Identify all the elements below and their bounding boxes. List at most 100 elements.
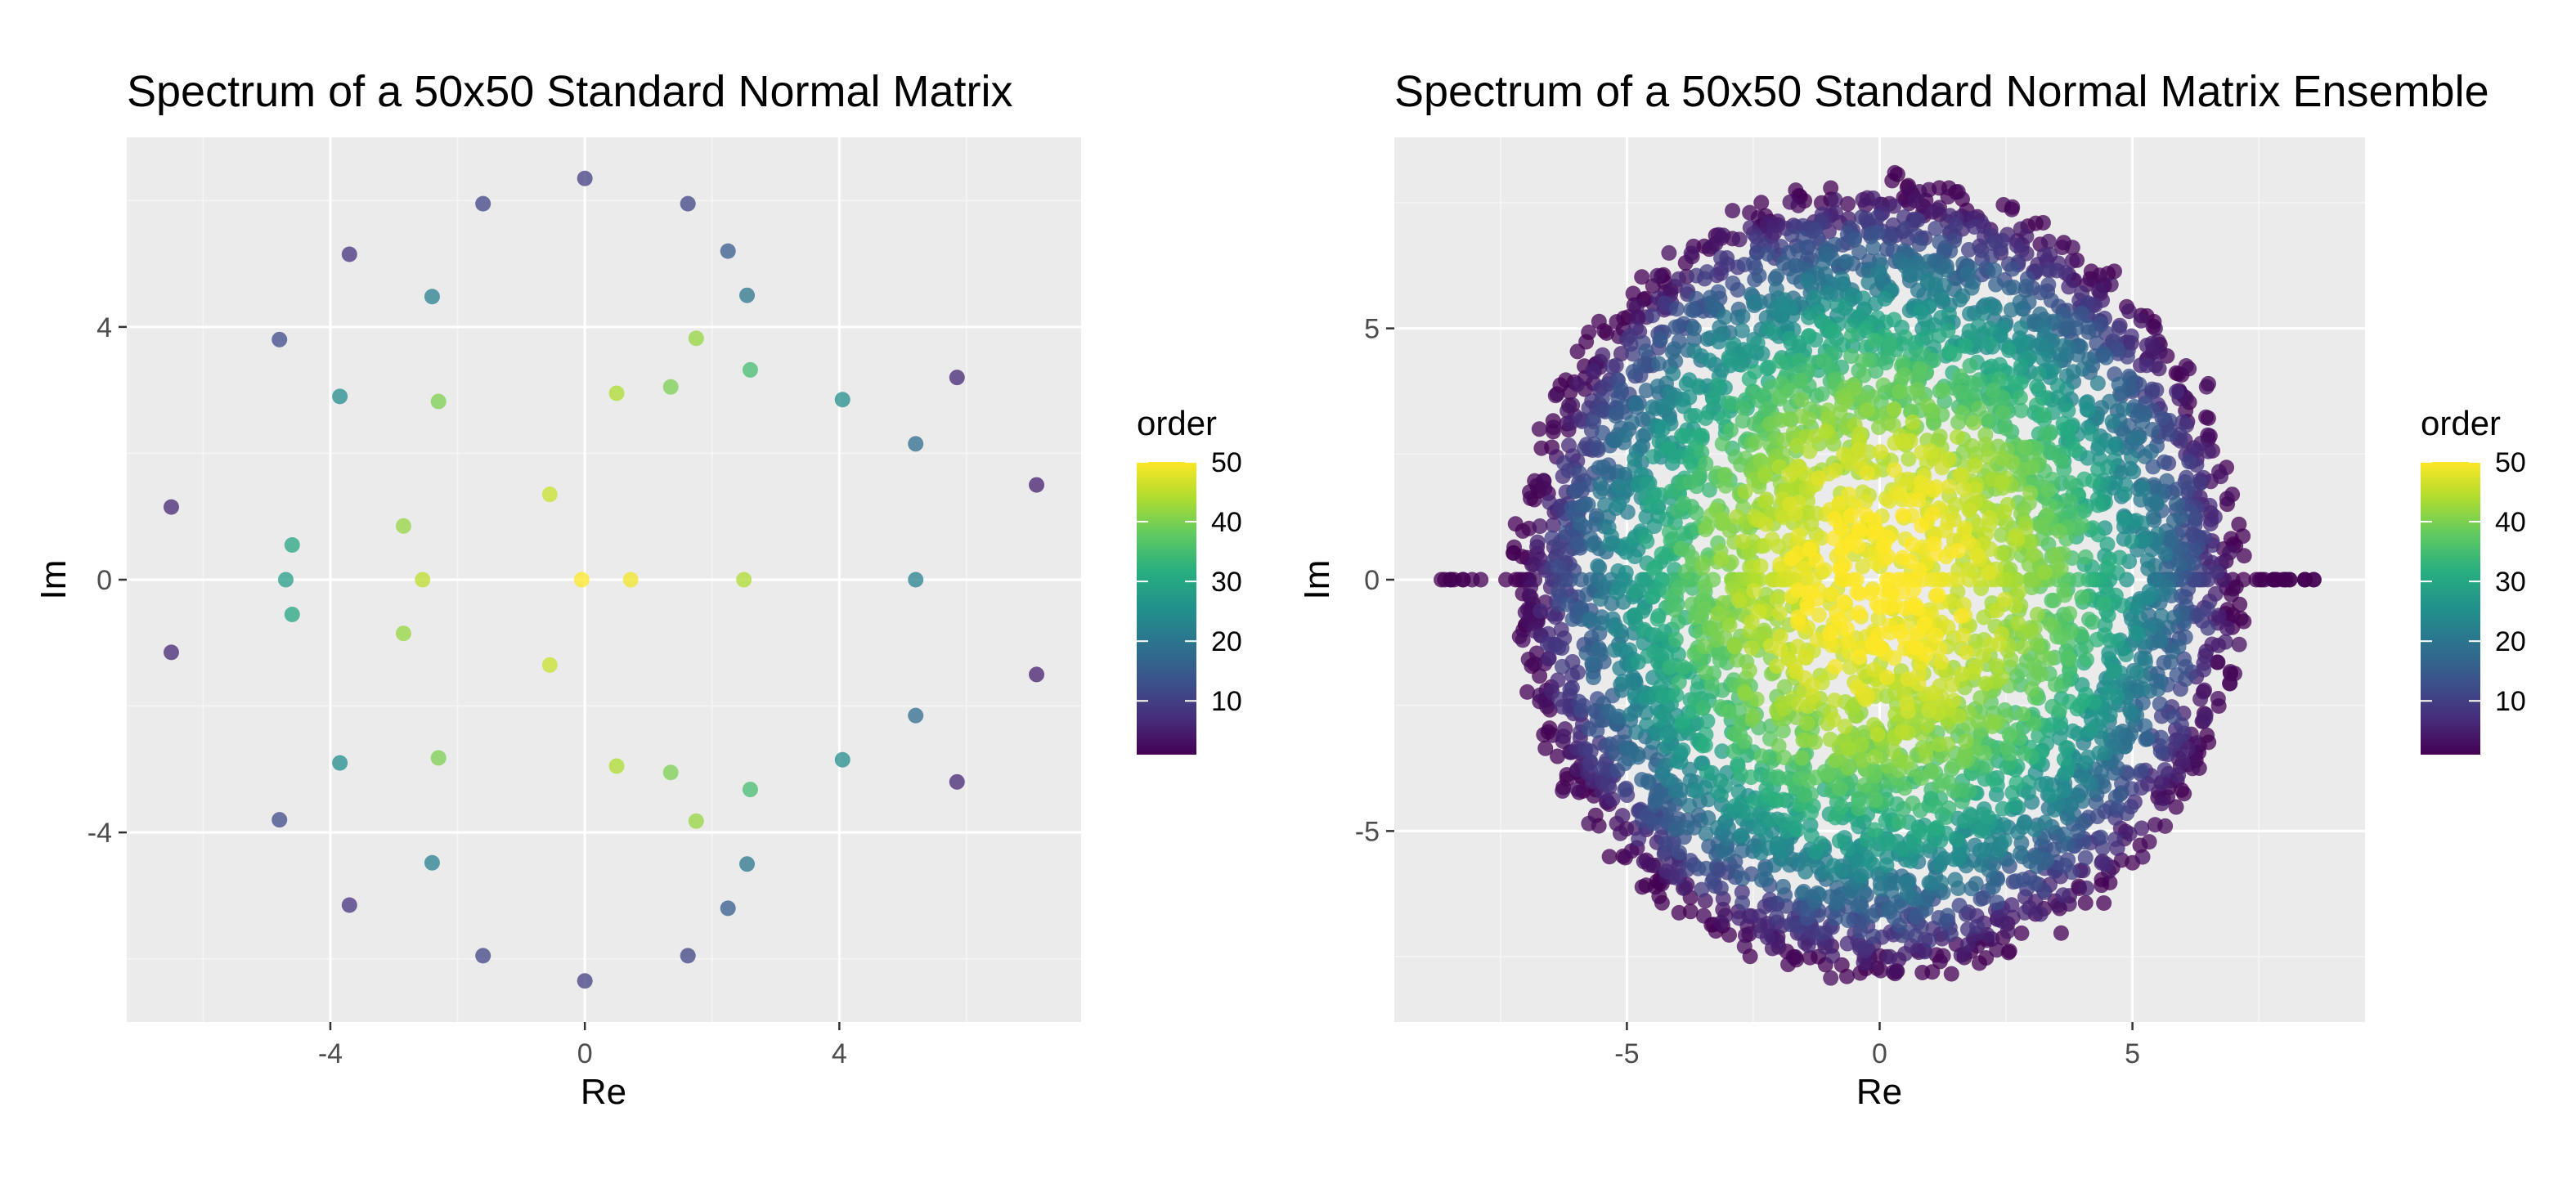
ensemble-point — [1959, 936, 1976, 953]
ensemble-point — [1788, 664, 1804, 680]
ensemble-point — [2221, 545, 2237, 561]
ensemble-point — [1804, 677, 1820, 693]
ensemble-point — [2180, 480, 2197, 496]
ensemble-point — [1807, 734, 1824, 751]
ensemble-point — [1547, 609, 1564, 625]
ensemble-point — [1843, 328, 1860, 344]
ensemble-point — [1532, 603, 1548, 619]
ensemble-point — [1517, 604, 1533, 621]
x-tick-label: 4 — [832, 1038, 847, 1069]
eigenvalue-point — [736, 572, 752, 588]
ensemble-point — [2133, 763, 2149, 779]
ensemble-point — [2133, 312, 2149, 329]
ensemble-point — [1957, 520, 1973, 536]
ensemble-point — [2156, 762, 2173, 778]
ensemble-point — [2008, 527, 2024, 544]
ensemble-point — [1769, 909, 1785, 926]
ensemble-point — [1645, 449, 1662, 465]
ensemble-point — [1558, 525, 1574, 541]
ensemble-point — [1746, 582, 1762, 598]
ensemble-point — [1871, 265, 1887, 281]
ensemble-point — [1694, 560, 1711, 576]
ensemble-point — [2015, 639, 2031, 655]
ensemble-point — [1604, 791, 1621, 808]
ensemble-point — [1932, 858, 1948, 874]
ensemble-point — [1941, 343, 1958, 360]
ensemble-point — [1911, 236, 1928, 253]
ensemble-point — [2056, 421, 2072, 437]
ensemble-point — [1731, 910, 1748, 926]
ensemble-point — [1682, 474, 1699, 491]
ensemble-point — [2153, 633, 2170, 649]
ensemble-point — [2040, 233, 2057, 249]
ensemble-point — [2178, 357, 2194, 374]
ensemble-point — [2296, 572, 2313, 588]
ensemble-point — [1871, 419, 1887, 436]
ensemble-point — [1940, 908, 1956, 924]
ensemble-point — [1985, 879, 2001, 895]
ensemble-point — [1947, 872, 1963, 888]
ensemble-point — [2022, 485, 2039, 501]
ensemble-point — [1726, 639, 1743, 655]
ensemble-point — [1786, 269, 1802, 285]
ensemble-point — [1929, 202, 1945, 218]
ensemble-point — [1887, 435, 1903, 451]
ensemble-point — [1925, 684, 1941, 701]
eigenvalue-point — [284, 536, 300, 553]
ensemble-point — [2096, 894, 2112, 911]
ensemble-point — [1913, 304, 1929, 321]
eigenvalue-point — [739, 856, 756, 872]
ensemble-point — [1554, 658, 1570, 675]
ensemble-point — [1752, 558, 1769, 574]
ensemble-point — [1731, 593, 1748, 609]
ensemble-point — [2104, 414, 2120, 430]
ensemble-point — [1519, 684, 1536, 700]
eigenvalue-point — [475, 948, 491, 964]
ensemble-point — [2008, 775, 2025, 791]
ensemble-point — [2135, 481, 2152, 497]
ensemble-point — [2017, 439, 2033, 455]
ensemble-point — [2217, 634, 2233, 650]
ensemble-point — [1662, 394, 1678, 410]
ensemble-point — [1793, 392, 1810, 408]
ensemble-point — [2115, 401, 2131, 417]
ensemble-point — [1550, 672, 1566, 688]
ensemble-point — [1961, 242, 1977, 258]
ensemble-point — [1859, 402, 1875, 419]
legend-tick-label: 50 — [1211, 447, 1242, 478]
eigenvalue-point — [272, 812, 288, 828]
ensemble-point — [2141, 834, 2157, 850]
ensemble-point — [1775, 255, 1792, 271]
ensemble-point — [1801, 328, 1817, 344]
ensemble-point — [1555, 782, 1571, 799]
ensemble-point — [1827, 752, 1843, 769]
ensemble-point — [2089, 375, 2106, 392]
ensemble-point — [2013, 358, 2029, 374]
ensemble-point — [1545, 517, 1561, 533]
ensemble-point — [2128, 625, 2144, 641]
ensemble-point — [1666, 448, 1682, 464]
ensemble-point — [2013, 402, 2030, 419]
ensemble-point — [1959, 265, 1976, 281]
ensemble-point — [1902, 433, 1919, 449]
ensemble-point — [1623, 843, 1640, 859]
ensemble-point — [1861, 352, 1878, 368]
eigenvalue-point — [608, 758, 625, 774]
ensemble-point — [1799, 272, 1815, 289]
ensemble-point — [1856, 954, 1872, 971]
ensemble-point — [1825, 858, 1842, 874]
ensemble-point — [2011, 583, 2027, 599]
ensemble-point — [1829, 894, 1846, 911]
ensemble-point — [1573, 702, 1590, 719]
ensemble-point — [1927, 798, 1943, 814]
eigenvalue-point — [577, 170, 593, 186]
ensemble-point — [1921, 932, 1937, 948]
eigenvalue-point — [680, 948, 696, 964]
ensemble-point — [1867, 748, 1883, 764]
ensemble-point — [1654, 546, 1670, 563]
ensemble-point — [1951, 850, 1968, 867]
ensemble-point — [1966, 415, 1982, 431]
ensemble-point — [2124, 533, 2140, 549]
